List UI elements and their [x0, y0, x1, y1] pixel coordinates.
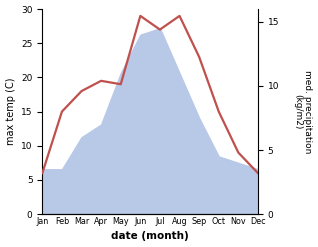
- X-axis label: date (month): date (month): [111, 231, 189, 242]
- Y-axis label: med. precipitation
(kg/m2): med. precipitation (kg/m2): [293, 70, 313, 153]
- Y-axis label: max temp (C): max temp (C): [5, 78, 16, 145]
